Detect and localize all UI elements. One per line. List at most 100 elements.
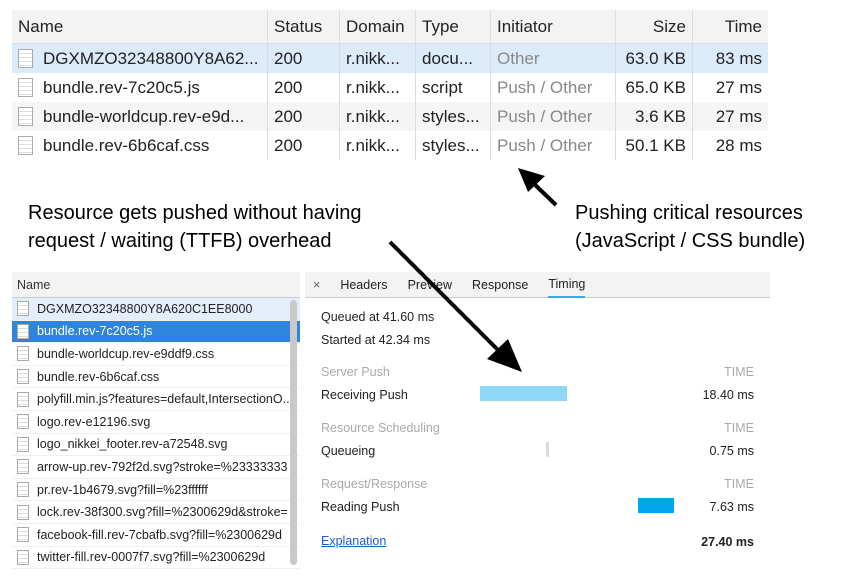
file-icon bbox=[17, 391, 29, 407]
annotation-right-line2: (JavaScript / CSS bundle) bbox=[575, 230, 806, 252]
cell-text: Push / Other bbox=[497, 135, 593, 155]
file-list-item[interactable]: facebook-fill.rev-7cbafb.svg?fill=%23006… bbox=[12, 524, 300, 547]
cell-text: r.nikk... bbox=[346, 77, 400, 97]
table-row[interactable]: bundle.rev-7c20c5.js 200 r.nikk... script Pu… bbox=[12, 73, 768, 102]
file-name: bundle.rev-6b6caf.css bbox=[37, 369, 160, 384]
cell-text: styles... bbox=[422, 135, 480, 155]
cell-text: Push / Other bbox=[497, 77, 593, 97]
cell-text: Push / Other bbox=[497, 106, 593, 126]
tab-timing[interactable]: Timing bbox=[548, 272, 586, 298]
column-header-time[interactable]: Time bbox=[692, 10, 768, 43]
cell-time: 27 ms bbox=[692, 73, 768, 102]
cell-name: bundle-worldcup.rev-e9d... bbox=[12, 102, 267, 131]
explanation-link[interactable]: Explanation bbox=[321, 534, 387, 548]
cell-type: script bbox=[415, 73, 490, 102]
file-icon bbox=[17, 459, 29, 475]
file-list-item[interactable]: bundle.rev-6b6caf.css bbox=[12, 366, 300, 389]
arrow-to-receiving-push bbox=[388, 240, 522, 372]
file-icon bbox=[17, 301, 29, 317]
file-list-scrollbar[interactable] bbox=[290, 300, 297, 565]
cell-name: DGXMZO32348800Y8A62... bbox=[12, 44, 267, 73]
cell-initiator: Push / Other bbox=[490, 73, 615, 102]
file-list-item[interactable]: bundle-worldcup.rev-e9ddf9.css bbox=[12, 343, 300, 366]
cell-name: bundle.rev-7c20c5.js bbox=[12, 73, 267, 102]
file-name: lock.rev-38f300.svg?fill=%2300629d&strok… bbox=[37, 505, 288, 520]
file-icon bbox=[17, 323, 29, 339]
column-header-initiator[interactable]: Initiator bbox=[490, 10, 615, 43]
file-list-header[interactable]: Name bbox=[12, 272, 300, 298]
file-icon bbox=[17, 482, 29, 498]
cell-type: docu... bbox=[415, 44, 490, 73]
file-list-item[interactable]: polyfill.min.js?features=default,Interse… bbox=[12, 388, 300, 411]
column-header-type[interactable]: Type bbox=[415, 10, 490, 43]
section-title: Resource Scheduling bbox=[321, 421, 440, 435]
file-list-item[interactable]: logo.rev-e12196.svg bbox=[12, 411, 300, 434]
cell-text: 3.6 KB bbox=[634, 106, 686, 126]
time-header: TIME bbox=[724, 365, 754, 379]
table-row[interactable]: bundle.rev-6b6caf.css 200 r.nikk... styles.… bbox=[12, 131, 768, 160]
tab-response[interactable]: Response bbox=[472, 277, 529, 292]
section-title: Server Push bbox=[321, 365, 390, 379]
timing-label: Reading Push bbox=[321, 500, 400, 514]
cell-domain: r.nikk... bbox=[339, 44, 415, 73]
detail-tabs: × HeadersPreviewResponseTiming bbox=[305, 272, 770, 298]
column-header-name[interactable]: Name bbox=[18, 16, 64, 36]
timing-bar bbox=[546, 442, 549, 457]
file-name: bundle-worldcup.rev-e9ddf9.css bbox=[37, 346, 215, 361]
document-icon bbox=[18, 78, 33, 97]
file-name: logo_nikkei_footer.rev-a72548.svg bbox=[37, 437, 228, 452]
cell-text: styles... bbox=[422, 106, 480, 126]
file-name: twitter-fill.rev-0007f7.svg?fill=%230062… bbox=[37, 550, 266, 565]
timing-bar bbox=[638, 498, 674, 513]
cell-text: bundle.rev-7c20c5.js bbox=[43, 77, 200, 97]
file-list-item[interactable]: bundle.rev-7c20c5.js bbox=[12, 320, 300, 344]
cell-text: bundle-worldcup.rev-e9d... bbox=[43, 106, 245, 126]
close-icon[interactable]: × bbox=[313, 277, 321, 292]
network-table-top: Name Status Domain Type Initiator Size Time DGX… bbox=[12, 10, 768, 160]
cell-domain: r.nikk... bbox=[339, 102, 415, 131]
cell-text: 28 ms bbox=[715, 135, 762, 155]
file-icon bbox=[17, 414, 29, 430]
cell-domain: r.nikk... bbox=[339, 131, 415, 160]
timing-value: 7.63 ms bbox=[709, 500, 754, 514]
file-name: DGXMZO32348800Y8A620C1EE8000 bbox=[37, 301, 253, 316]
timing-value: 0.75 ms bbox=[709, 444, 754, 458]
column-header-domain[interactable]: Domain bbox=[339, 10, 415, 43]
file-name: facebook-fill.rev-7cbafb.svg?fill=%23006… bbox=[37, 527, 282, 542]
column-header-status[interactable]: Status bbox=[267, 10, 339, 43]
cell-time: 27 ms bbox=[692, 102, 768, 131]
cell-text: 200 bbox=[274, 48, 303, 68]
file-icon bbox=[17, 549, 29, 565]
file-list-item[interactable]: lock.rev-38f300.svg?fill=%2300629d&strok… bbox=[12, 501, 300, 524]
file-list-item[interactable]: logo_nikkei_footer.rev-a72548.svg bbox=[12, 434, 300, 457]
tab-headers[interactable]: Headers bbox=[340, 277, 388, 292]
file-list-item[interactable]: arrow-up.rev-792f2d.svg?stroke=%23333333 bbox=[12, 456, 300, 479]
annotation-left-line2: request / waiting (TTFB) overhead bbox=[28, 230, 332, 252]
column-header-size[interactable]: Size bbox=[615, 10, 692, 43]
cell-status: 200 bbox=[267, 102, 339, 131]
queued-at: Queued at 41.60 ms bbox=[321, 310, 435, 324]
time-header: TIME bbox=[724, 421, 754, 435]
cell-text: 200 bbox=[274, 135, 303, 155]
file-list-item[interactable]: pr.rev-1b4679.svg?fill=%23ffffff bbox=[12, 479, 300, 502]
table-row[interactable]: DGXMZO32348800Y8A62... 200 r.nikk... docu..… bbox=[12, 44, 768, 73]
cell-initiator: Other bbox=[490, 44, 615, 73]
arrow-to-initiator bbox=[518, 168, 558, 207]
section-title: Request/Response bbox=[321, 477, 428, 491]
cell-type: styles... bbox=[415, 102, 490, 131]
timing-panel: × HeadersPreviewResponseTiming Queued at… bbox=[305, 272, 770, 562]
cell-size: 65.0 KB bbox=[615, 73, 692, 102]
cell-time: 28 ms bbox=[692, 131, 768, 160]
document-icon bbox=[18, 49, 33, 68]
table-row[interactable]: bundle-worldcup.rev-e9d... 200 r.nikk... st… bbox=[12, 102, 768, 131]
file-list-item[interactable]: DGXMZO32348800Y8A620C1EE8000 bbox=[12, 298, 300, 321]
file-name: polyfill.min.js?features=default,Interse… bbox=[37, 392, 294, 407]
table-header: Name Status Domain Type Initiator Size Time bbox=[12, 10, 768, 44]
annotation-left: Resource gets pushed without having requ… bbox=[28, 199, 362, 255]
cell-text: 200 bbox=[274, 106, 303, 126]
cell-text: r.nikk... bbox=[346, 48, 400, 68]
cell-size: 50.1 KB bbox=[615, 131, 692, 160]
annotation-left-line1: Resource gets pushed without having bbox=[28, 202, 362, 224]
file-list-item[interactable]: twitter-fill.rev-0007f7.svg?fill=%230062… bbox=[12, 547, 300, 570]
